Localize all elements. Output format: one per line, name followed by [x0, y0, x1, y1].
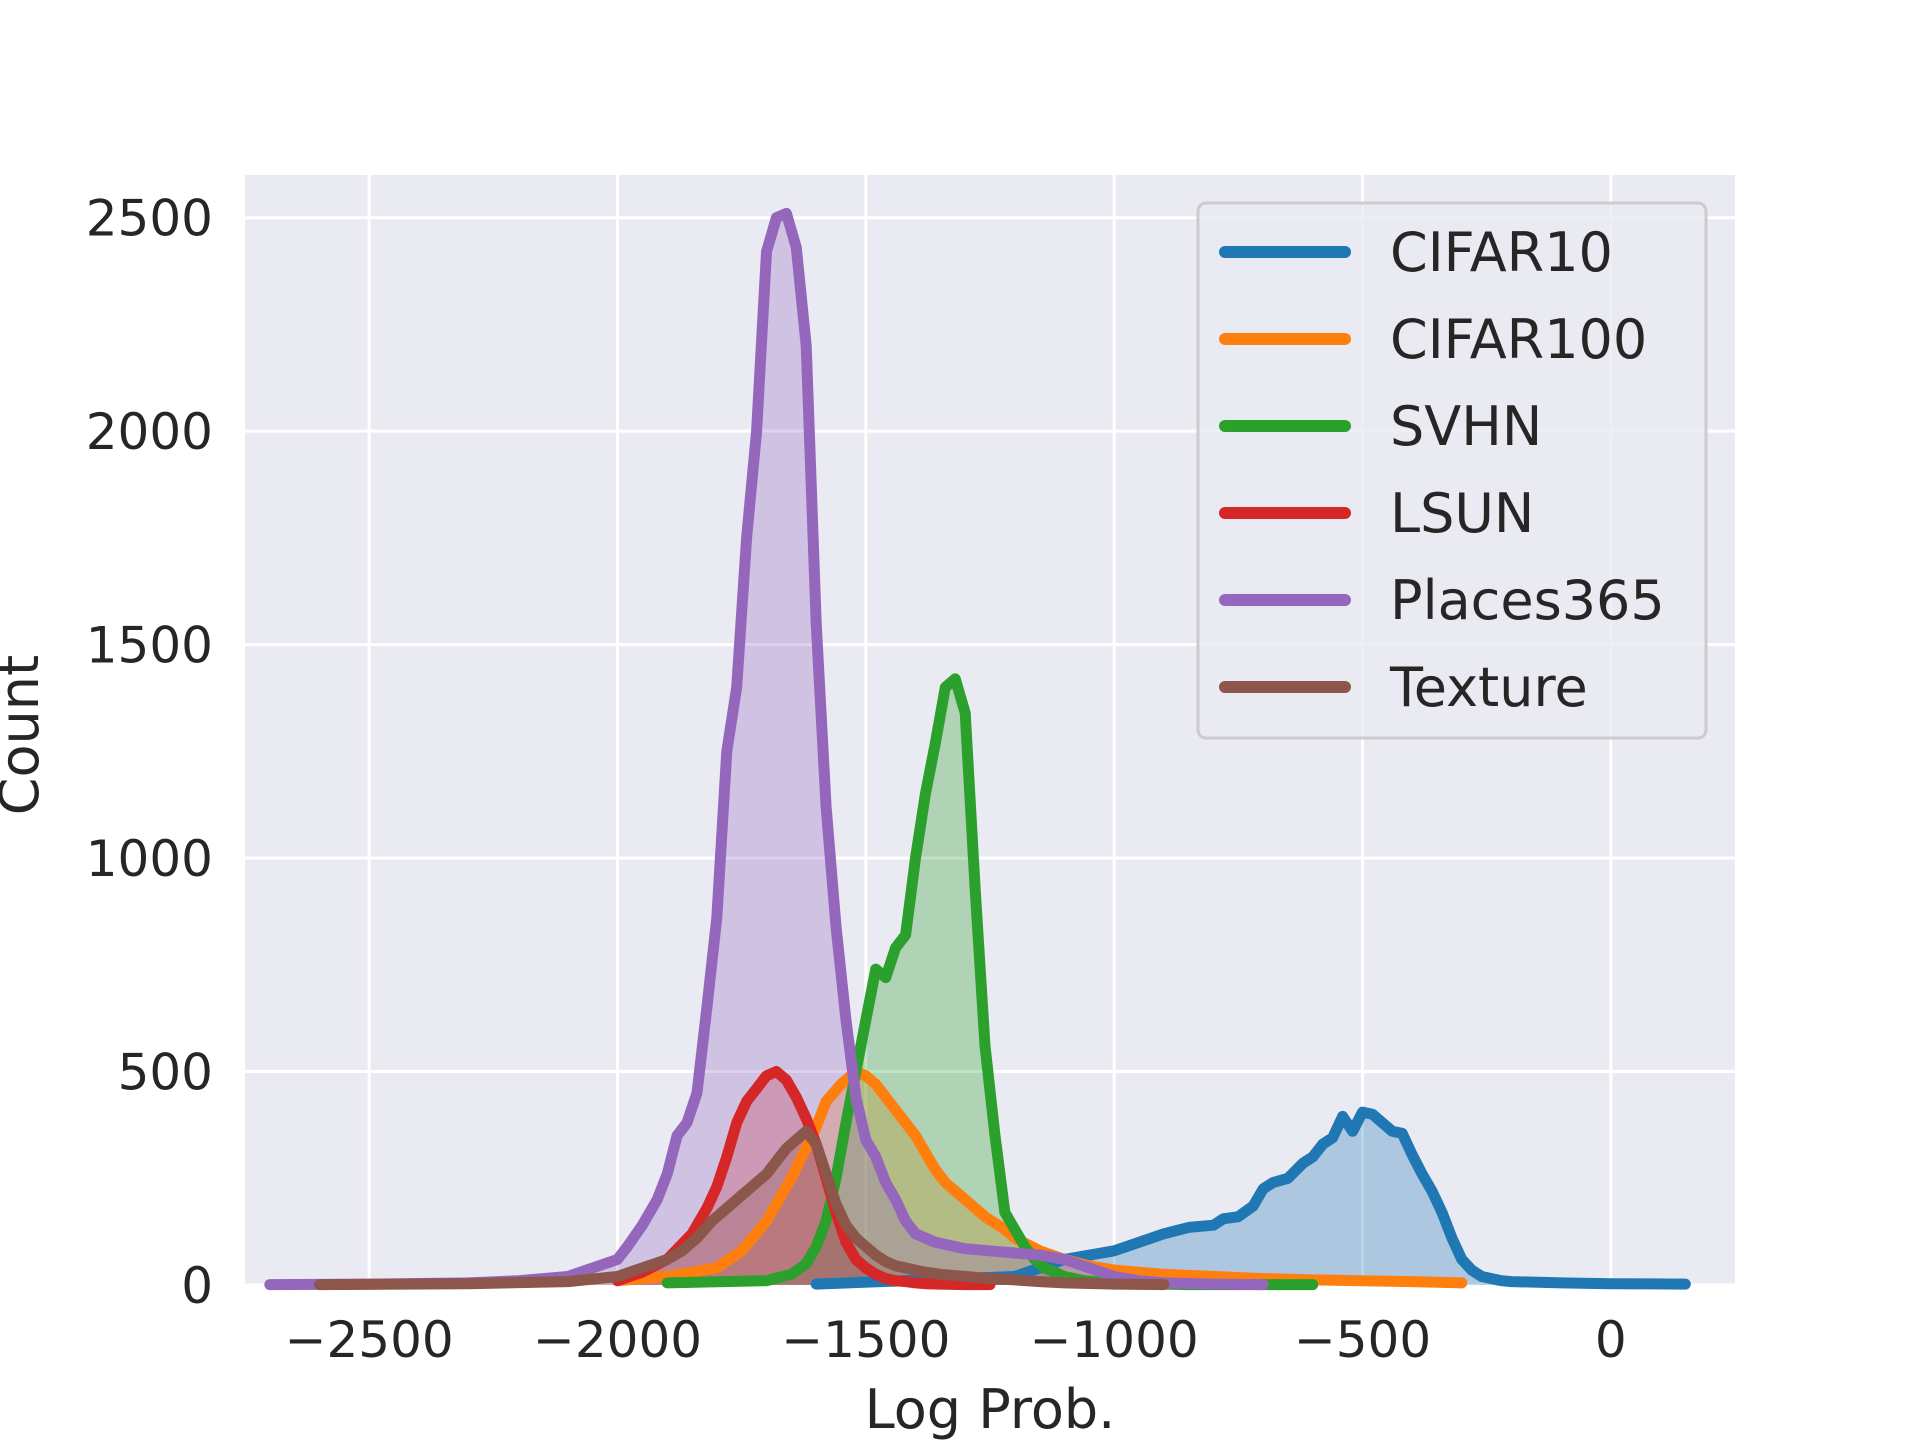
legend-label-cifar10: CIFAR10 — [1390, 221, 1613, 284]
y-tick-label: 2500 — [86, 190, 213, 248]
series-fill-places365 — [269, 213, 1264, 1285]
series-fill-cifar10 — [816, 1112, 1686, 1285]
series-fill-texture — [319, 1131, 1164, 1285]
x-tick-label: −2000 — [533, 1311, 702, 1369]
x-tick-label: −1500 — [781, 1311, 950, 1369]
y-axis-label: Count — [0, 655, 51, 815]
legend-label-texture: Texture — [1389, 656, 1588, 719]
series-fills — [269, 213, 1686, 1285]
series-line-texture — [314, 1125, 1170, 1291]
x-axis-label: Log Prob. — [865, 1378, 1116, 1440]
x-tick-labels: −2500 −2000 −1500 −1000 −500 0 — [285, 1311, 1627, 1369]
series-fill-cifar100 — [617, 1071, 1462, 1285]
legend: CIFAR10 CIFAR100 SVHN LSUN Places365 Texture — [1196, 201, 1708, 740]
x-tick-label: 0 — [1595, 1311, 1627, 1369]
y-tick-label: 1500 — [86, 617, 213, 675]
series-line-places365 — [264, 207, 1269, 1291]
x-tick-label: −2500 — [285, 1311, 454, 1369]
y-tick-labels: 0 500 1000 1500 2000 2500 — [86, 190, 213, 1315]
series-line-cifar100 — [612, 1066, 1468, 1289]
legend-label-places365: Places365 — [1390, 569, 1665, 632]
legend-label-lsun: LSUN — [1390, 482, 1534, 545]
series-fill-svhn — [667, 678, 1313, 1285]
y-tick-label: 0 — [181, 1257, 213, 1315]
y-tick-label: 1000 — [86, 830, 213, 888]
x-tick-label: −1000 — [1030, 1311, 1199, 1369]
y-tick-label: 500 — [118, 1044, 213, 1102]
legend-label-cifar100: CIFAR100 — [1390, 308, 1647, 371]
y-tick-label: 2000 — [86, 403, 213, 461]
series-line-cifar10 — [810, 1106, 1691, 1290]
series-fill-lsun — [617, 1071, 990, 1285]
legend-label-svhn: SVHN — [1390, 395, 1542, 458]
series-lines — [264, 207, 1691, 1291]
x-tick-label: −500 — [1294, 1311, 1431, 1369]
